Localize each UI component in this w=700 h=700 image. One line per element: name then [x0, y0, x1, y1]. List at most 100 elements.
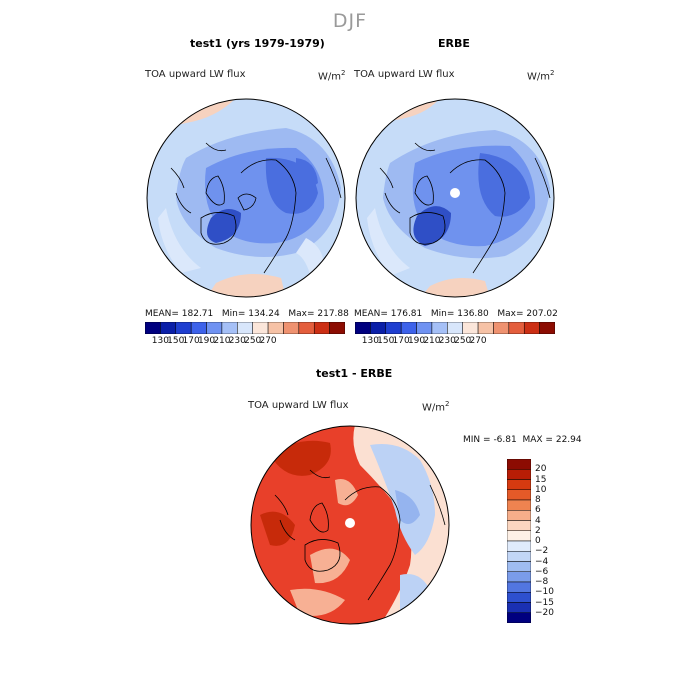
panel1-colorbar: [145, 322, 345, 334]
colorbar-tick-label: 210: [423, 336, 441, 346]
colorbar-tick-label: 210: [213, 336, 231, 346]
warm-region-s: [206, 274, 286, 297]
colorbar-swatch: [507, 561, 531, 572]
colorbar-tick-label: −15: [535, 597, 554, 608]
colorbar-swatch: [539, 322, 555, 334]
colorbar-tick-label: 8: [535, 495, 541, 505]
colorbar-swatch: [400, 322, 417, 334]
field-deepest-w: [207, 209, 241, 243]
panel1-variable: TOA upward LW flux: [145, 69, 246, 80]
panel1-title: test1 (yrs 1979-1979): [190, 37, 325, 50]
colorbar-tick-label: 270: [469, 336, 487, 346]
colorbar-swatch: [385, 322, 402, 334]
panel3-variable: TOA upward LW flux: [248, 400, 349, 411]
field-deep-e: [478, 153, 530, 217]
colorbar-swatch: [329, 322, 345, 334]
map-border: [355, 98, 555, 298]
colorbar-swatch: [507, 489, 531, 501]
colorbar-tick-label: −6: [535, 566, 549, 577]
colorbar-swatch: [160, 322, 177, 334]
map-border: [250, 425, 450, 625]
panel2-variable: TOA upward LW flux: [354, 69, 455, 80]
colorbar-swatch: [508, 322, 525, 334]
colorbar-tick-label: 150: [167, 336, 185, 346]
coastlines: [170, 142, 342, 274]
colorbar-tick-label: 130: [151, 336, 169, 346]
colorbar-swatch: [507, 612, 531, 623]
colorbar-swatch: [523, 322, 540, 334]
panel2-stats: MEAN= 176.81 Min= 136.80 Max= 207.02: [354, 309, 558, 319]
panel3-colorbar: [507, 459, 531, 623]
colorbar-swatch: [237, 322, 253, 334]
colorbar-swatch: [431, 322, 448, 334]
colorbar-swatch: [206, 322, 223, 334]
panel3-polar-map: [250, 425, 450, 625]
figure-suptitle: DJF: [332, 10, 368, 32]
colorbar-swatch: [221, 322, 238, 334]
warm-region-s: [420, 277, 490, 297]
colorbar-swatch: [493, 322, 510, 334]
panel1-polar-map: [146, 98, 346, 298]
field-light-n: [335, 479, 358, 506]
colorbar-swatch: [507, 459, 531, 470]
colorbar-swatch: [507, 520, 531, 531]
colorbar-tick-label: 130: [361, 336, 379, 346]
panel2-polar-map: [355, 98, 555, 298]
colorbar-swatch: [507, 551, 531, 562]
colorbar-swatch: [507, 499, 531, 511]
colorbar-tick-label: 20: [535, 464, 547, 475]
colorbar-swatch: [298, 322, 315, 334]
colorbar-tick-label: 230: [228, 336, 246, 346]
panel3-stats: MIN = -6.81 MAX = 22.94: [463, 435, 582, 445]
field-deep-ne: [296, 158, 318, 188]
colorbar-swatch: [416, 322, 433, 334]
colorbar-tick-label: 0: [535, 536, 541, 546]
colorbar-swatch: [507, 469, 531, 480]
colorbar-swatch: [507, 592, 531, 603]
colorbar-swatch: [252, 322, 269, 334]
colorbar-tick-label: 150: [377, 336, 395, 346]
field-light-sw: [367, 208, 410, 276]
panel3-units: W/m2: [422, 400, 450, 414]
panel1-colorbar-ticks: 130 150 170 190 210 230 250 270: [145, 336, 345, 348]
colorbar-swatch: [313, 322, 330, 334]
field-deep-w: [260, 511, 295, 546]
colorbar-swatch: [507, 581, 531, 593]
panel2-units: W/m2: [527, 69, 555, 83]
field-blue2: [395, 490, 420, 524]
coastlines: [274, 469, 446, 601]
panel2-title: ERBE: [438, 37, 470, 50]
colorbar-swatch: [507, 602, 531, 613]
colorbar-swatch: [507, 479, 531, 490]
colorbar-swatch: [283, 322, 300, 334]
colorbar-swatch: [477, 322, 494, 334]
colorbar-tick-label: −2: [535, 546, 549, 557]
colorbar-tick-label: 190: [197, 336, 216, 346]
field-deepest-w: [413, 206, 451, 246]
panel1-stats: MEAN= 182.71 Min= 134.24 Max= 217.88: [145, 309, 349, 319]
colorbar-swatch: [355, 322, 371, 334]
colorbar-tick-label: 6: [535, 505, 541, 516]
colorbar-tick-label: −4: [535, 556, 549, 567]
field-light-s: [290, 588, 345, 616]
colorbar-swatch: [145, 322, 161, 334]
colorbar-tick-label: 170: [182, 336, 200, 346]
colorbar-tick-label: −10: [535, 587, 554, 598]
panel3-colorbar-ticks: 20 15 10 8 6 4 2 0 −2 −4 −6 −8 −10 −15 −20: [535, 459, 575, 623]
colorbar-swatch: [190, 322, 207, 334]
colorbar-swatch: [175, 322, 192, 334]
map-border: [146, 98, 346, 298]
panel1-units: W/m2: [318, 69, 346, 83]
colorbar-tick-label: 190: [407, 336, 426, 346]
colorbar-tick-label: 270: [259, 336, 277, 346]
colorbar-tick-label: 170: [392, 336, 410, 346]
colorbar-tick-label: 230: [438, 336, 456, 346]
colorbar-swatch: [507, 530, 531, 542]
colorbar-swatch: [267, 322, 284, 334]
colorbar-swatch: [507, 540, 531, 552]
panel2-colorbar: [355, 322, 555, 334]
colorbar-swatch: [507, 571, 531, 583]
field-light-sw: [158, 208, 201, 273]
panel2-colorbar-ticks: 130 150 170 190 210 230 250 270: [355, 336, 555, 348]
colorbar-tick-label: −8: [535, 577, 549, 587]
